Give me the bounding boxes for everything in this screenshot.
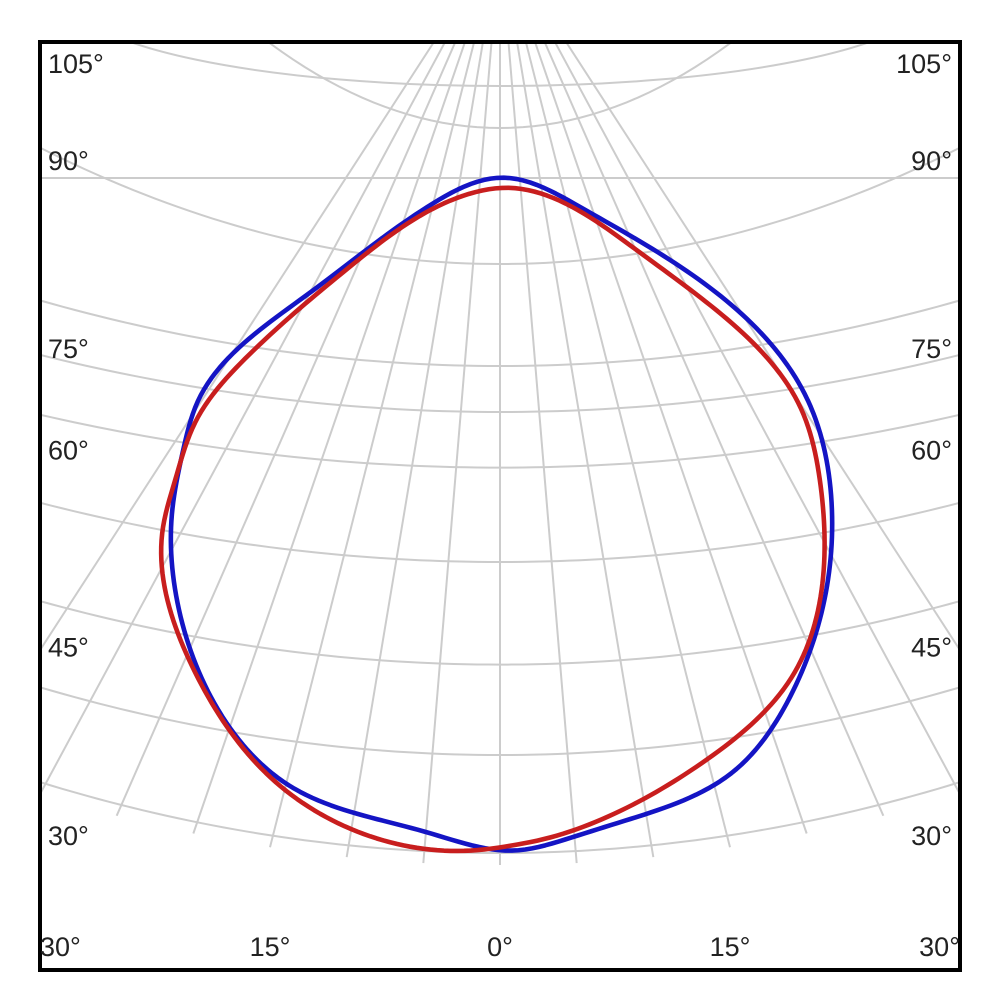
- svg-text:30°: 30°: [911, 821, 952, 851]
- svg-text:45°: 45°: [911, 633, 952, 663]
- svg-text:45°: 45°: [48, 633, 89, 663]
- svg-text:105°: 105°: [48, 49, 104, 79]
- svg-text:0°: 0°: [487, 932, 513, 962]
- svg-text:15°: 15°: [250, 932, 291, 962]
- svg-text:30°: 30°: [40, 932, 81, 962]
- svg-text:60°: 60°: [48, 436, 89, 466]
- svg-text:60°: 60°: [911, 436, 952, 466]
- svg-text:90°: 90°: [48, 146, 89, 176]
- svg-text:75°: 75°: [911, 334, 952, 364]
- svg-text:90°: 90°: [911, 146, 952, 176]
- svg-text:30°: 30°: [919, 932, 960, 962]
- svg-text:105°: 105°: [896, 49, 952, 79]
- svg-text:15°: 15°: [710, 932, 751, 962]
- svg-text:75°: 75°: [48, 334, 89, 364]
- svg-text:30°: 30°: [48, 821, 89, 851]
